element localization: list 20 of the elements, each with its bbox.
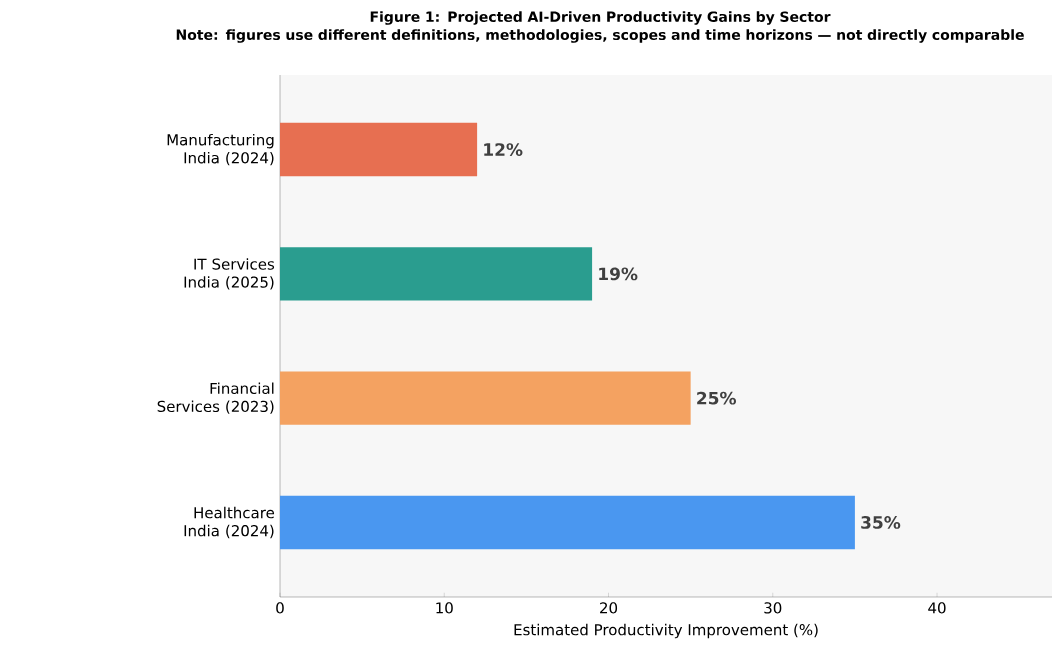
x-tick-label: 40 (928, 602, 946, 614)
chart-title: Figure 1: Projected AI-Driven Productivity Gains by Sector (370, 11, 831, 25)
y-tick-label: IT Services India (2025) (184, 258, 275, 290)
y-tick-label: Financial Services (2023) (157, 382, 274, 414)
bar (280, 371, 691, 425)
x-tick-label: 20 (600, 602, 618, 614)
data-label: 19% (599, 267, 638, 281)
bar (280, 247, 593, 301)
chart-subtitle: Note: figures use different definitions, methodologies, scopes and time horizons — not directly comparable (176, 29, 1024, 43)
y-tick-label: Manufacturing India (2024) (167, 133, 274, 166)
y-tick-label: Healthcare India (2024) (184, 506, 275, 539)
data-label: 25% (697, 391, 737, 405)
bar (280, 122, 478, 177)
data-label: 12% (484, 143, 523, 156)
x-axis-title: Estimated Productivity Improvement (%) (514, 623, 818, 639)
x-tick-label: 10 (436, 602, 453, 614)
x-tick-label: 0 (276, 602, 284, 614)
bar (280, 495, 855, 550)
x-tick-label: 30 (764, 602, 782, 614)
data-label: 35% (861, 516, 901, 529)
